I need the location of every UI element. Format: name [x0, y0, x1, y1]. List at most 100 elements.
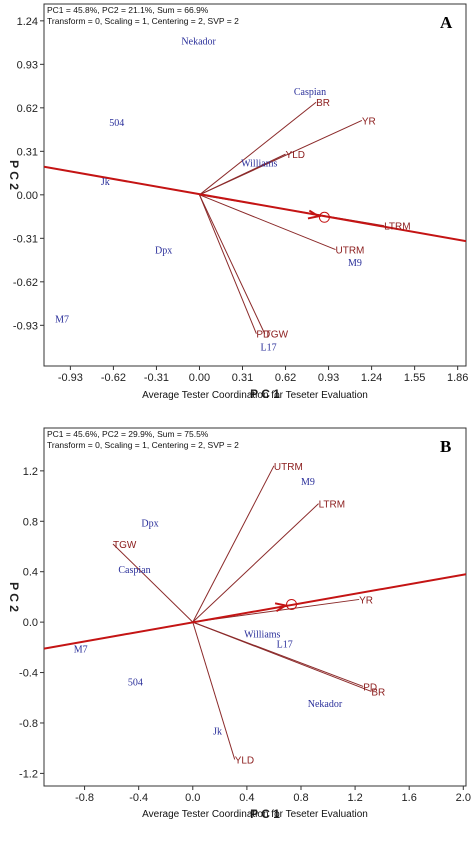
x-tick-label: -0.31 — [144, 372, 169, 384]
x-axis-title: P C 1 — [250, 387, 280, 401]
genotype-label-504: 504 — [128, 677, 143, 688]
tester-label-yr: YR — [359, 595, 373, 606]
plot-frame — [43, 3, 467, 367]
y-tick-label: -0.4 — [19, 668, 38, 680]
y-tick-label: -0.31 — [13, 233, 38, 245]
panel-label: A — [440, 13, 453, 32]
x-tick-label: -0.8 — [75, 792, 94, 804]
x-tick-label: -0.4 — [129, 792, 148, 804]
genotype-label-m7: M7 — [74, 645, 88, 656]
tester-label-ltrm: LTRM — [384, 222, 410, 233]
tester-label-yr: YR — [362, 116, 376, 127]
y-tick-label: 0.93 — [17, 59, 38, 71]
genotype-label-jk: Jk — [101, 177, 110, 188]
tester-label-pd: PD — [256, 330, 270, 341]
x-tick-label: 0.62 — [275, 372, 296, 384]
biplot-panel-b: PC1 = 45.6%, PC2 = 29.9%, Sum = 75.5%Tra… — [7, 427, 471, 821]
genotype-label-williams: Williams — [244, 629, 280, 640]
y-tick-label: 0.31 — [17, 146, 38, 158]
ate-axis-line — [44, 573, 466, 650]
chart-subtitle: Average Tester Coordination for Teseter … — [142, 809, 368, 820]
biplot-panel-a: PC1 = 45.8%, PC2 = 21.1%, Sum = 66.9%Tra… — [7, 3, 468, 401]
ate-arrow — [274, 602, 289, 613]
genotype-label-caspian: Caspian — [294, 87, 326, 98]
y-axis-title: P C 2 — [7, 160, 21, 190]
genotype-label-dpx: Dpx — [155, 246, 172, 257]
plot-frame — [43, 427, 467, 787]
x-tick-label: 0.4 — [239, 792, 254, 804]
y-tick-label: -0.62 — [13, 277, 38, 289]
tester-label-tgw: TGW — [113, 540, 137, 551]
x-tick-label: 1.55 — [404, 372, 425, 384]
ate-average-circle — [318, 211, 330, 223]
y-tick-label: -0.8 — [19, 718, 38, 730]
y-tick-label: -0.93 — [13, 320, 38, 332]
y-tick-label: 0.00 — [17, 190, 38, 202]
tester-label-br: BR — [316, 98, 330, 109]
y-tick-label: 0.0 — [23, 617, 38, 629]
stats-line-1: PC1 = 45.6%, PC2 = 29.9%, Sum = 75.5% — [47, 429, 209, 439]
tester-vector-tgw — [112, 543, 194, 623]
tester-vector-pd — [199, 194, 257, 334]
panel-label: B — [440, 437, 451, 456]
x-tick-label: 1.6 — [402, 792, 417, 804]
stats-line-1: PC1 = 45.8%, PC2 = 21.1%, Sum = 66.9% — [47, 5, 209, 15]
y-tick-label: 0.62 — [17, 103, 38, 115]
genotype-label-m7: M7 — [55, 314, 69, 325]
x-tick-label: -0.62 — [101, 372, 126, 384]
ate-axis-line — [44, 165, 466, 243]
x-tick-label: 1.86 — [447, 372, 468, 384]
genotype-label-nekador: Nekador — [308, 699, 343, 710]
x-tick-label: -0.93 — [58, 372, 83, 384]
tester-label-yld: YLD — [235, 756, 254, 767]
genotype-label-m9: M9 — [301, 477, 315, 488]
x-tick-label: 0.93 — [318, 372, 339, 384]
tester-vector-yld — [192, 621, 236, 760]
y-tick-label: -1.2 — [19, 768, 38, 780]
y-axis-title: P C 2 — [7, 582, 21, 612]
genotype-label-williams: Williams — [241, 159, 277, 170]
tester-vector-br — [192, 621, 372, 692]
tester-label-br: BR — [371, 687, 385, 698]
tester-vector-yld — [199, 153, 286, 196]
genotype-label-dpx: Dpx — [141, 519, 158, 530]
genotype-label-l17: L17 — [277, 640, 293, 651]
x-tick-label: 1.2 — [347, 792, 362, 804]
stats-line-2: Transform = 0, Scaling = 1, Centering = … — [47, 16, 239, 26]
y-tick-label: 1.2 — [23, 466, 38, 478]
genotype-label-nekador: Nekador — [181, 36, 216, 47]
genotype-label-jk: Jk — [213, 727, 222, 738]
tester-vector-ltrm — [192, 503, 319, 623]
genotype-label-m9: M9 — [348, 258, 362, 269]
x-axis-title: P C 1 — [250, 807, 280, 821]
x-tick-label: 1.24 — [361, 372, 382, 384]
tester-vector-tgw — [199, 194, 266, 334]
ate-arrow — [307, 209, 322, 220]
x-tick-label: 0.8 — [293, 792, 308, 804]
tester-label-pd: PD — [363, 682, 377, 693]
tester-vector-br — [199, 101, 317, 196]
tester-label-yld: YLD — [286, 150, 305, 161]
x-tick-label: 0.31 — [232, 372, 253, 384]
x-tick-label: 2.0 — [456, 792, 471, 804]
tester-label-utrm: UTRM — [274, 462, 303, 473]
tester-vector-utrm — [192, 465, 275, 623]
y-tick-label: 0.8 — [23, 516, 38, 528]
y-tick-label: 0.4 — [23, 567, 38, 579]
genotype-label-l17: L17 — [261, 342, 277, 353]
tester-vector-utrm — [199, 194, 336, 251]
stats-line-2: Transform = 0, Scaling = 1, Centering = … — [47, 440, 239, 450]
x-tick-label: 0.0 — [185, 792, 200, 804]
tester-label-utrm: UTRM — [336, 246, 365, 257]
y-tick-label: 1.24 — [17, 16, 38, 28]
ate-average-circle — [286, 598, 298, 610]
x-tick-label: 0.00 — [189, 372, 210, 384]
genotype-label-caspian: Caspian — [118, 565, 150, 576]
tester-label-ltrm: LTRM — [319, 500, 345, 511]
genotype-label-504: 504 — [109, 118, 124, 129]
tester-label-tgw: TGW — [265, 330, 289, 341]
